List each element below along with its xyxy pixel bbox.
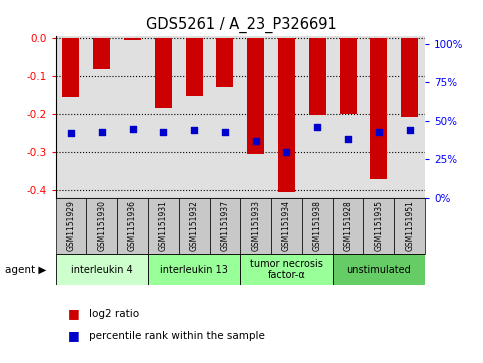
Bar	[364, 198, 394, 254]
Bar	[62, 38, 79, 97]
Bar	[86, 198, 117, 254]
Bar	[148, 254, 241, 285]
Point	[283, 149, 290, 155]
Text: GSM1151932: GSM1151932	[190, 200, 199, 252]
Point	[128, 126, 136, 131]
Text: GSM1151931: GSM1151931	[159, 200, 168, 252]
Point	[67, 130, 75, 136]
Bar	[333, 198, 364, 254]
Bar	[401, 38, 418, 117]
Bar	[179, 198, 210, 254]
Bar	[148, 198, 179, 254]
Text: percentile rank within the sample: percentile rank within the sample	[89, 331, 265, 341]
Bar	[271, 198, 302, 254]
Text: GSM1151951: GSM1151951	[405, 200, 414, 252]
Text: ■: ■	[68, 329, 79, 342]
Point	[344, 136, 352, 142]
Text: GSM1151933: GSM1151933	[251, 200, 260, 252]
Bar	[370, 38, 387, 179]
Text: tumor necrosis
factor-α: tumor necrosis factor-α	[250, 259, 323, 280]
Text: GSM1151935: GSM1151935	[374, 200, 384, 252]
Bar	[247, 38, 264, 154]
Bar	[241, 198, 271, 254]
Bar	[302, 198, 333, 254]
Bar	[241, 254, 333, 285]
Bar	[56, 198, 86, 254]
Bar	[340, 38, 356, 114]
Point	[375, 129, 383, 135]
Point	[159, 129, 167, 135]
Text: GSM1151928: GSM1151928	[343, 201, 353, 251]
Bar	[117, 198, 148, 254]
Bar	[278, 38, 295, 192]
Bar	[309, 38, 326, 115]
Text: interleukin 4: interleukin 4	[71, 265, 133, 274]
Point	[313, 124, 321, 130]
Bar	[93, 38, 110, 69]
Text: GSM1151934: GSM1151934	[282, 200, 291, 252]
Point	[190, 127, 198, 133]
Bar	[216, 38, 233, 87]
Text: log2 ratio: log2 ratio	[89, 309, 140, 319]
Text: interleukin 13: interleukin 13	[160, 265, 228, 274]
Bar	[394, 198, 425, 254]
Bar	[56, 254, 148, 285]
Text: agent ▶: agent ▶	[5, 265, 46, 274]
Point	[406, 127, 413, 133]
Bar	[210, 198, 240, 254]
Point	[98, 129, 106, 135]
Text: unstimulated: unstimulated	[346, 265, 411, 274]
Bar	[155, 38, 172, 108]
Bar	[185, 38, 202, 96]
Bar	[124, 38, 141, 40]
Text: GSM1151929: GSM1151929	[67, 200, 75, 252]
Text: GSM1151938: GSM1151938	[313, 200, 322, 252]
Text: GSM1151937: GSM1151937	[220, 200, 229, 252]
Point	[252, 138, 259, 144]
Point	[221, 129, 229, 135]
Text: GSM1151936: GSM1151936	[128, 200, 137, 252]
Text: ■: ■	[68, 307, 79, 321]
Bar	[333, 254, 425, 285]
Text: GDS5261 / A_23_P326691: GDS5261 / A_23_P326691	[146, 16, 337, 33]
Text: GSM1151930: GSM1151930	[97, 200, 106, 252]
